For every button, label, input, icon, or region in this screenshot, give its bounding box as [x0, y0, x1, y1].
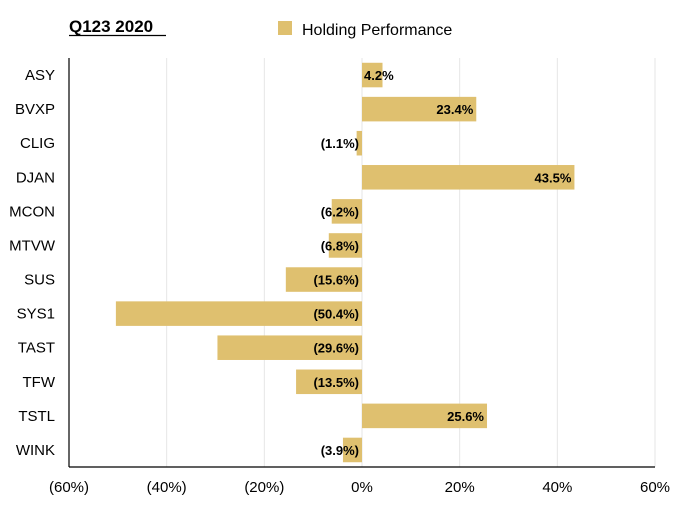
category-label: MTVW: [9, 237, 56, 254]
data-label: 43.5%: [535, 170, 572, 185]
data-label: (15.6%): [313, 273, 359, 288]
bar-mcon: [331, 199, 362, 224]
data-label: 4.2%: [364, 68, 394, 83]
grid-lines: [166, 58, 656, 467]
bar-tstl: [362, 403, 488, 429]
bar-sus: [285, 267, 362, 292]
data-label: (50.4%): [313, 307, 359, 322]
bar-sys1: [115, 301, 362, 326]
bars: [115, 62, 575, 463]
category-label: SUS: [24, 272, 55, 289]
category-label: MCON: [9, 203, 55, 220]
category-label: TFW: [23, 374, 56, 391]
x-tick-label: 0%: [351, 479, 373, 496]
data-label: (6.2%): [321, 204, 359, 219]
category-label: CLIG: [20, 135, 55, 152]
x-tick-label: 60%: [640, 479, 670, 496]
category-label: SYS1: [17, 306, 55, 323]
data-label: (6.8%): [321, 238, 359, 253]
data-label: (13.5%): [313, 375, 359, 390]
data-label: 25.6%: [447, 409, 484, 424]
bar-djan: [362, 165, 575, 190]
category-label: TSTL: [18, 408, 55, 425]
chart-title: Q123 2020: [69, 17, 153, 36]
x-tick-label: (60%): [49, 479, 89, 496]
bar-tfw: [296, 369, 362, 395]
data-label: (29.6%): [313, 341, 359, 356]
bar-mtvw: [328, 233, 362, 258]
x-tick-label: 40%: [542, 479, 572, 496]
axes: (60%) (40%) (20%) 0% 20% 40% 60% ASY BVXP CLIG DJA…: [9, 58, 670, 496]
bar-clig: [356, 130, 362, 156]
data-label: 23.4%: [436, 102, 473, 117]
legend-swatch: [278, 21, 292, 35]
x-tick-label: (20%): [244, 479, 284, 496]
category-label: TAST: [18, 340, 55, 357]
data-labels: 4.2% 23.4% (1.1%) 43.5% (6.2%) (6.8%) (15.6%) (…: [313, 68, 571, 458]
x-tick-label: (40%): [147, 479, 187, 496]
category-label: WINK: [16, 442, 55, 459]
data-label: (3.9%): [321, 443, 359, 458]
category-label: BVXP: [15, 101, 55, 118]
category-label: ASY: [25, 67, 55, 84]
category-label: DJAN: [16, 169, 55, 186]
bar-wink: [342, 437, 362, 463]
legend-label: Holding Performance: [302, 22, 452, 39]
bar-asy: [362, 62, 383, 88]
data-label: (1.1%): [321, 136, 359, 151]
bar-tast: [217, 335, 362, 360]
x-tick-label: 20%: [445, 479, 475, 496]
bar-bvxp: [362, 96, 477, 122]
